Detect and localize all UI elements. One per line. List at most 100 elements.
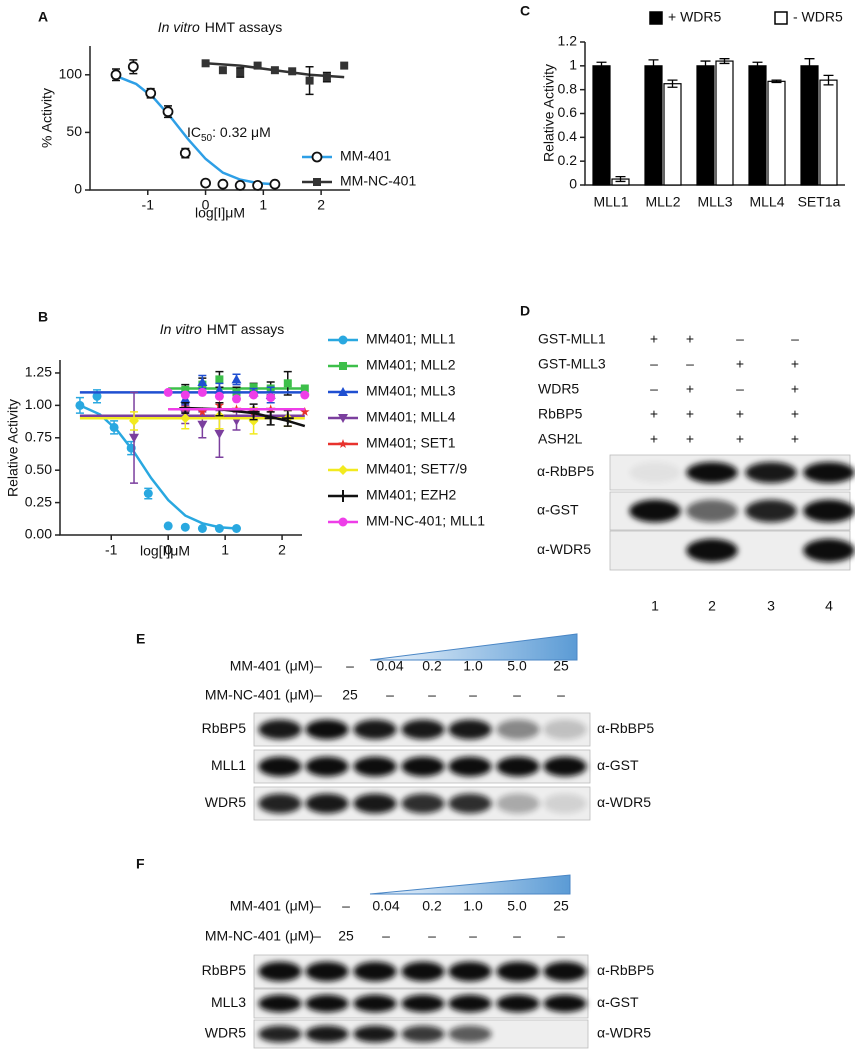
blot-band (543, 994, 587, 1013)
data-point (129, 433, 139, 443)
condition-label: GST-MLL1 (538, 331, 606, 347)
legend-marker (337, 490, 349, 502)
y-tick-label: 1.25 (25, 364, 52, 380)
data-point (281, 412, 294, 425)
blot-band (401, 719, 445, 740)
x-tick-label: MLL4 (749, 194, 784, 210)
blot-band (448, 756, 492, 777)
blot-band (401, 756, 445, 777)
condition-value: 25 (553, 658, 569, 674)
x-tick-label: MLL3 (697, 194, 732, 210)
blot-band (305, 756, 349, 777)
error-bar (771, 79, 782, 84)
blot-band (258, 719, 302, 740)
error-bar (700, 60, 711, 72)
blot-band (686, 499, 738, 523)
protein-label: MLL3 (211, 994, 246, 1010)
data-point (300, 390, 310, 400)
y-tick-label: 0.8 (558, 80, 578, 96)
condition-value: – (314, 658, 322, 674)
x-axis-label: log[I]μM (140, 543, 190, 559)
condition-value: – (428, 928, 436, 944)
panel-label: D (520, 303, 530, 319)
blot-band (353, 719, 397, 740)
data-point (232, 394, 241, 404)
error-bar (615, 176, 626, 183)
y-tick-label: 0.00 (25, 526, 52, 542)
data-point (215, 375, 224, 384)
x-tick-label: -1 (105, 542, 118, 558)
annotation-text: IC (187, 124, 201, 140)
data-point (75, 400, 85, 410)
condition-label: MM-401 (μM) (230, 898, 314, 914)
condition-value: 5.0 (507, 898, 527, 914)
data-point (305, 76, 314, 85)
title-rest: HMT assays (207, 321, 285, 337)
condition-value: + (791, 431, 799, 447)
blot-band (745, 499, 797, 523)
lane-number: 3 (767, 598, 775, 614)
legend-marker (338, 465, 348, 475)
antibody-label: α-GST (537, 502, 579, 518)
blot-band (305, 994, 349, 1013)
y-axis-label: Relative Activity (5, 399, 21, 497)
annotation: IC50: 0.32 μM (187, 124, 271, 144)
data-point (266, 393, 276, 403)
panel-label: C (520, 3, 530, 19)
error-bar (752, 61, 763, 71)
blot-band (496, 994, 540, 1013)
condition-value: – (314, 687, 322, 703)
bar (663, 83, 682, 186)
y-tick-label: 1 (569, 57, 577, 73)
dose-wedge (369, 874, 571, 895)
blot-band (543, 961, 587, 982)
protein-label: RbBP5 (202, 720, 247, 736)
chart-title: In vitro HMT assays (160, 321, 285, 337)
condition-value: 5.0 (507, 658, 527, 674)
condition-label: MM-401 (μM) (230, 658, 314, 674)
data-point (110, 69, 122, 81)
blot-band (448, 994, 492, 1013)
bar (592, 65, 611, 186)
data-point (163, 521, 173, 531)
condition-label: WDR5 (538, 381, 579, 397)
y-tick-label: 50 (66, 123, 82, 139)
data-point (127, 61, 139, 73)
condition-label: RbBP5 (538, 406, 583, 422)
condition-value: + (791, 381, 799, 397)
data-point (300, 384, 309, 393)
condition-value: 0.04 (376, 658, 403, 674)
condition-value: – (686, 356, 694, 372)
legend-marker (311, 151, 323, 163)
data-point (180, 413, 191, 424)
data-point (231, 374, 242, 384)
legend-marker (339, 362, 347, 370)
data-point (197, 420, 208, 430)
blot-band (401, 961, 445, 982)
data-point (253, 61, 262, 70)
error-bar (596, 61, 607, 71)
condition-value: + (686, 331, 694, 347)
y-tick-label: 0.25 (25, 493, 52, 509)
blot-band (803, 499, 855, 523)
data-point (197, 387, 207, 397)
panel-label: B (38, 309, 48, 325)
data-point (232, 524, 241, 533)
blot-band (353, 793, 397, 814)
protein-label: MLL1 (211, 757, 246, 773)
blot-band (496, 719, 540, 740)
data-point (288, 67, 297, 76)
blot-band (686, 538, 738, 563)
bar (715, 60, 734, 186)
blot-band (803, 462, 855, 483)
dose-wedge (369, 633, 578, 661)
blot-band (496, 756, 540, 777)
data-point (200, 177, 212, 189)
condition-value: + (686, 431, 694, 447)
antibody-label: α-RbBP5 (597, 720, 654, 736)
condition-label: MM-NC-401 (μM) (205, 687, 314, 703)
legend-marker (338, 335, 348, 345)
data-point (340, 61, 349, 70)
legend-label: MM401; SET7/9 (366, 461, 467, 477)
